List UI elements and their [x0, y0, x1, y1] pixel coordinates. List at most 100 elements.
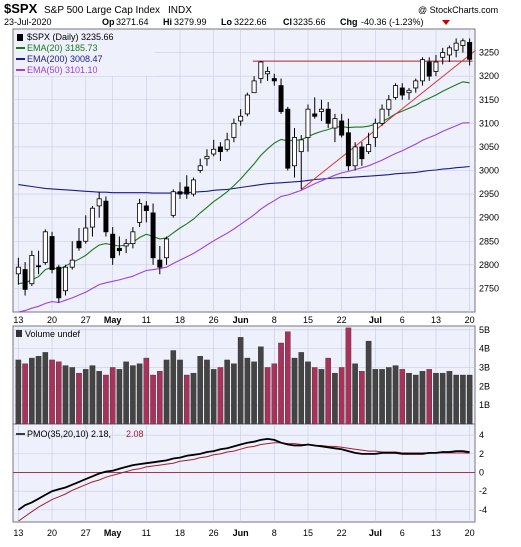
x-tick-label-bottom: 20: [47, 528, 57, 538]
candle: [29, 254, 35, 285]
x-tick-label: Jun: [233, 315, 249, 325]
volume-bar: [460, 374, 466, 425]
candle: [251, 80, 257, 94]
close-value: 3235.66: [293, 17, 326, 27]
x-tick-label-bottom: 18: [175, 528, 185, 538]
volume-bar: [103, 374, 109, 425]
volume-bar: [311, 367, 318, 425]
volume-bar: [325, 357, 331, 425]
pmo-line: [17, 437, 470, 511]
volume-bar: [439, 372, 446, 425]
ema200-line: [18, 165, 470, 194]
x-tick-label: 18: [175, 315, 185, 325]
volume-bar: [56, 361, 62, 425]
volume-bar: [359, 371, 365, 425]
candle: [386, 99, 392, 110]
volume-bar: [204, 359, 210, 425]
price-tick-label: 2800: [479, 260, 499, 270]
volume-bar: [244, 357, 251, 425]
volume-layer: [15, 327, 473, 425]
volume-bar: [305, 361, 311, 425]
volume-bar: [89, 365, 96, 425]
legend-entry: $SPX (Daily) 3235.66: [27, 32, 114, 42]
volume-bar: [42, 352, 49, 425]
price-tick-label: 3100: [479, 118, 499, 128]
high-label: Hi: [163, 17, 172, 27]
volume-bar: [258, 346, 264, 425]
x-tick-label: 8: [272, 315, 277, 325]
volume-tick-label: 3B: [479, 362, 490, 372]
candle: [197, 165, 203, 171]
candle: [352, 146, 358, 167]
candle: [278, 85, 284, 112]
volume-bar: [190, 372, 197, 425]
volume-bar: [130, 365, 136, 425]
ticker-symbol: $SPX: [4, 1, 38, 16]
candle: [116, 247, 122, 252]
candle: [36, 265, 42, 268]
volume-bar: [352, 363, 358, 425]
volume-bar: [412, 374, 419, 425]
candle: [56, 266, 62, 299]
volume-bar: [466, 374, 473, 425]
x-tick-label: 15: [303, 315, 313, 325]
x-tick-label-bottom: May: [104, 528, 122, 538]
volume-legend-swatch: [16, 330, 22, 337]
high-value: 3279.99: [174, 17, 207, 27]
ema50-line: [18, 122, 470, 313]
candle: [157, 259, 163, 268]
candle: [217, 146, 223, 153]
candle: [393, 85, 399, 98]
pmo-title: PMO(35,20,10) 2.18,: [27, 429, 111, 439]
low-value: 3222.66: [234, 17, 267, 27]
candle: [359, 146, 365, 160]
pmo-layer: [13, 437, 475, 522]
candle: [305, 108, 311, 138]
x-tick-label-bottom: 22: [337, 528, 347, 538]
volume-bar: [318, 369, 325, 425]
trendline: [300, 49, 476, 190]
candle: [318, 108, 324, 112]
x-tick-label: 26: [209, 315, 219, 325]
candle: [453, 42, 459, 51]
volume-bar: [372, 369, 379, 425]
volume-tick-label: 2B: [479, 381, 490, 391]
candle: [339, 120, 345, 136]
candle: [258, 61, 264, 79]
pmo-tick-label: -2: [479, 486, 487, 496]
volume-bar: [157, 371, 163, 425]
legend-entry: EMA(50) 3101.10: [27, 65, 98, 75]
x-tick-label-bottom: 26: [209, 528, 219, 538]
quote-date: 23-Jul-2020: [4, 17, 52, 27]
price-tick-label: 3200: [479, 71, 499, 81]
change-label: Chg: [340, 17, 358, 27]
volume-bar: [29, 357, 35, 425]
candle: [42, 231, 48, 263]
volume-bar: [345, 327, 352, 425]
volume-bar: [237, 337, 244, 425]
x-tick-label-bottom: 11: [142, 528, 151, 538]
down-arrow-icon: [442, 20, 450, 25]
volume-bar: [224, 359, 230, 425]
candle: [312, 113, 318, 117]
candle: [177, 191, 183, 195]
volume-bar: [76, 372, 82, 425]
candle: [413, 80, 419, 89]
volume-bar: [271, 363, 278, 425]
price-tick-label: 2750: [479, 283, 499, 293]
candle: [406, 89, 412, 94]
candle: [292, 137, 298, 167]
x-tick-label: May: [104, 315, 122, 325]
candle: [231, 122, 237, 138]
candle: [265, 71, 271, 75]
volume-bar: [433, 372, 439, 425]
candle: [76, 240, 82, 249]
volume-bar: [419, 371, 426, 425]
volume-bar: [109, 367, 116, 425]
pmo-signal-value: 2.08: [126, 429, 144, 439]
candle: [446, 47, 452, 56]
candle: [89, 207, 95, 228]
volume-bar: [123, 361, 129, 425]
price-tick-label: 2850: [479, 236, 499, 246]
